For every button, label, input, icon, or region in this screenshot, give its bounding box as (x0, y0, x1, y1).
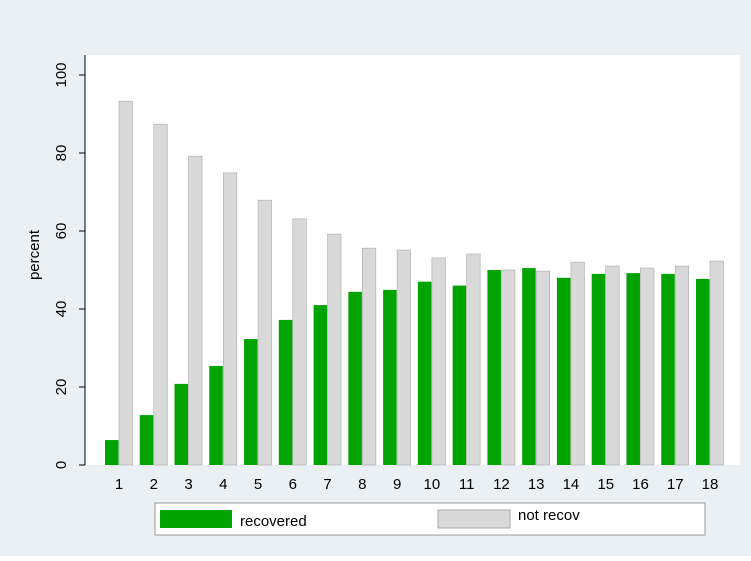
x-tick-label: 18 (702, 476, 719, 493)
bar (257, 199, 272, 466)
x-tick-label: 15 (597, 476, 614, 493)
bar (452, 285, 467, 465)
bar (626, 273, 640, 465)
bar (139, 415, 154, 465)
x-tick-label: 13 (528, 476, 545, 493)
bar (570, 261, 585, 466)
y-tick-label: 60 (53, 223, 70, 240)
bar (535, 270, 550, 466)
x-tick-label: 6 (289, 476, 297, 493)
bar (278, 319, 293, 465)
bar (522, 268, 536, 465)
bar (292, 218, 307, 466)
x-tick-label: 11 (459, 476, 475, 493)
x-tick-label: 4 (219, 476, 227, 493)
bar (501, 269, 516, 466)
bar (487, 270, 501, 465)
bar (696, 278, 710, 465)
bar (431, 257, 446, 466)
bar (153, 123, 168, 466)
y-tick-label: 80 (53, 145, 70, 162)
bar (188, 155, 203, 466)
x-tick-label: 1 (115, 476, 123, 493)
bar (605, 265, 620, 466)
bar (674, 265, 690, 466)
legend-label: recovered (240, 513, 307, 530)
bar (466, 253, 481, 466)
x-tick-label: 9 (393, 476, 401, 493)
y-axis-label: percent (26, 229, 43, 280)
legend-swatch (160, 510, 232, 528)
bar (174, 383, 189, 465)
bar (313, 305, 328, 465)
bar (222, 172, 238, 466)
bar (209, 365, 223, 465)
legend-label: not recov (518, 507, 580, 524)
x-tick-label: 10 (424, 476, 441, 493)
bar (417, 281, 432, 465)
bar (118, 100, 133, 466)
bar (327, 233, 342, 466)
x-tick-label: 5 (254, 476, 262, 493)
x-tick-label: 8 (358, 476, 366, 493)
y-tick-label: 20 (53, 379, 70, 396)
y-tick-label: 0 (53, 461, 70, 469)
legend-swatch (437, 509, 511, 529)
bar (348, 291, 362, 465)
bar (396, 249, 411, 466)
legend (154, 502, 706, 536)
y-tick-label: 40 (53, 301, 70, 318)
bar (709, 260, 724, 466)
x-tick-label: 14 (563, 476, 580, 493)
bar (244, 339, 258, 465)
bar (362, 247, 377, 466)
x-tick-label: 17 (667, 476, 684, 493)
bar (640, 267, 655, 466)
x-tick-label: 12 (493, 476, 510, 493)
bar (556, 277, 571, 465)
x-tick-label: 3 (184, 476, 192, 493)
bar (591, 273, 606, 465)
x-tick-label: 16 (632, 476, 649, 493)
bar (383, 289, 397, 465)
x-tick-label: 2 (150, 476, 158, 493)
x-tick-label: 7 (323, 476, 331, 493)
bar (661, 273, 675, 465)
bar (105, 440, 119, 465)
y-tick-label: 100 (53, 62, 70, 87)
